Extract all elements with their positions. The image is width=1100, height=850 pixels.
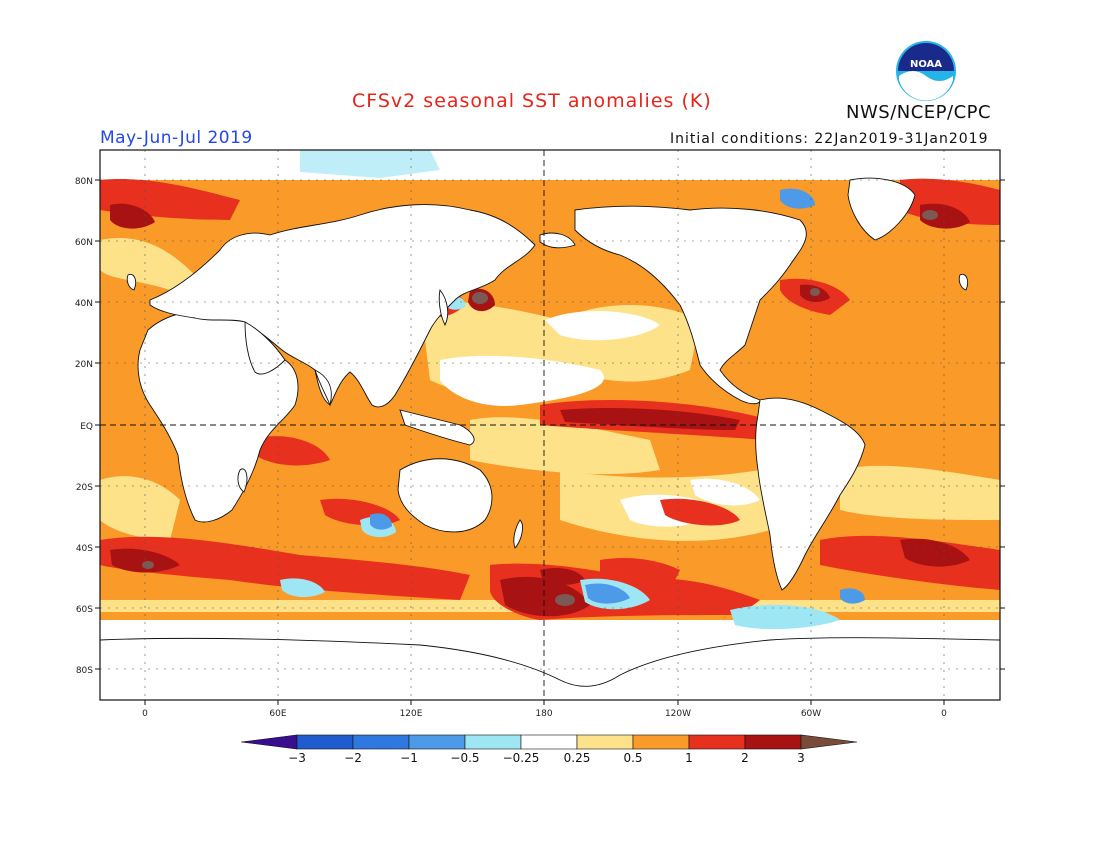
lat-label: 40S [76, 544, 93, 554]
lat-label: 20S [76, 483, 93, 493]
lat-label: 60N [75, 238, 93, 248]
colorbar-label: 0.25 [564, 751, 591, 765]
anomaly-light-warm [100, 238, 1000, 612]
lat-label: EQ [80, 422, 93, 432]
lon-label: 60W [801, 709, 821, 719]
lat-label: 20N [75, 360, 93, 370]
colorbar-max-arrow [800, 734, 858, 750]
colorbar-label: 0.5 [623, 751, 642, 765]
land-masses [100, 177, 1000, 700]
initial-conditions: Initial conditions: 22Jan2019-31Jan2019 [670, 131, 989, 147]
agency-label: NWS/NCEP/CPC [846, 102, 992, 123]
lon-label: 0 [941, 709, 947, 719]
anomaly-extreme-warm [110, 203, 970, 617]
colorbar-label: −3 [288, 751, 306, 765]
colorbar-min-arrow [240, 734, 298, 750]
colorbar-label: 1 [685, 751, 693, 765]
longitude-labels: 0 60E 120E 180 120W 60W 0 [142, 709, 947, 719]
latitude-labels: 80N 60N 40N 20N EQ 20S 40S 60S 80S [75, 177, 93, 676]
lat-label: 80N [75, 177, 93, 187]
graticule [100, 150, 1000, 700]
colorbar-label: 3 [797, 751, 805, 765]
lon-label: 120E [400, 709, 423, 719]
colorbar: −3 −2 −1 −0.5 −0.25 0.25 0.5 1 2 3 [240, 734, 858, 765]
lat-label: 40N [75, 299, 93, 309]
colorbar-bin [464, 734, 522, 750]
anomaly-cool [370, 188, 865, 604]
colorbar-label: 2 [741, 751, 749, 765]
colorbar-bin [632, 734, 690, 750]
lon-label: 0 [142, 709, 148, 719]
colorbar-bin [576, 734, 634, 750]
lat-label: 60S [76, 605, 93, 615]
colorbar-bin [296, 734, 354, 750]
map-title: CFSv2 seasonal SST anomalies (K) [352, 90, 712, 112]
colorbar-label: −2 [344, 751, 362, 765]
colorbar-bin [520, 734, 578, 750]
colorbar-label: −0.25 [503, 751, 540, 765]
lat-label: 80S [76, 666, 93, 676]
colorbar-bin [408, 734, 466, 750]
colorbar-bin [352, 734, 410, 750]
colorbar-bin [688, 734, 746, 750]
forecast-period: May-Jun-Jul 2019 [100, 128, 253, 148]
colorbar-label: −1 [400, 751, 418, 765]
lon-label: 180 [535, 709, 552, 719]
noaa-logo-text: NOAA [910, 59, 942, 70]
noaa-logo: NOAA [896, 41, 956, 101]
colorbar-bin [744, 734, 802, 750]
lon-label: 120W [665, 709, 691, 719]
equator-dateline [100, 150, 1000, 700]
lon-label: 60E [269, 709, 286, 719]
colorbar-label: −0.5 [450, 751, 479, 765]
map-area [100, 150, 1000, 700]
